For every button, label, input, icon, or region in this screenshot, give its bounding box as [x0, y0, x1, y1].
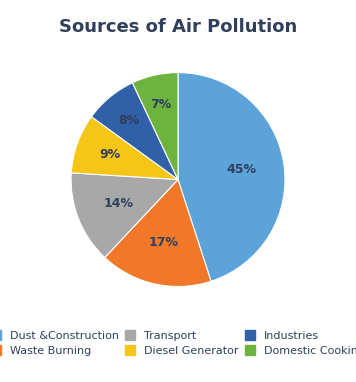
Wedge shape	[105, 180, 211, 286]
Title: Sources of Air Pollution: Sources of Air Pollution	[59, 18, 297, 36]
Text: 8%: 8%	[118, 114, 140, 127]
Wedge shape	[178, 73, 285, 281]
Wedge shape	[71, 173, 178, 257]
Text: 17%: 17%	[149, 236, 179, 249]
Wedge shape	[71, 117, 178, 180]
Legend: Dust &Construction, Waste Burning, Transport, Diesel Generator, Industries, Dome: Dust &Construction, Waste Burning, Trans…	[0, 330, 356, 356]
Text: 9%: 9%	[99, 148, 120, 162]
Text: 7%: 7%	[151, 98, 172, 111]
Wedge shape	[91, 83, 178, 180]
Wedge shape	[132, 73, 178, 180]
Text: 14%: 14%	[103, 197, 134, 210]
Text: 45%: 45%	[226, 163, 256, 176]
